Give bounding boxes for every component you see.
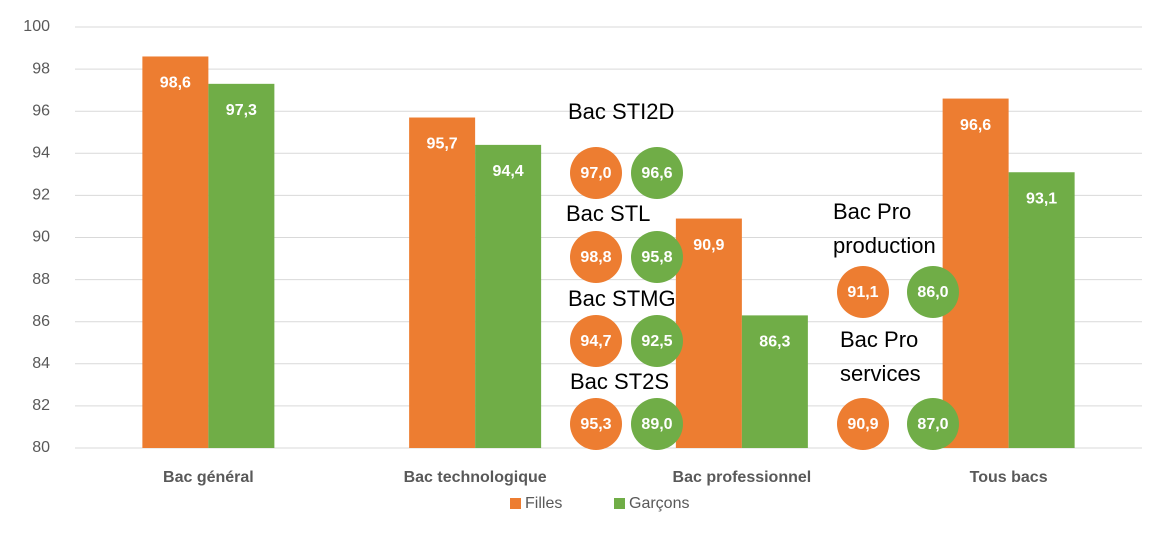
bar [675,218,742,448]
y-tick-label: 94 [32,145,50,162]
annotation-value: 94,7 [580,333,611,350]
legend-label: Garçons [629,495,689,512]
annotation-circle [570,231,622,283]
data-label: 97,3 [226,102,257,119]
y-tick-label: 98 [32,60,50,77]
annotation-label: Bac STI2D [568,99,674,124]
data-label: 94,4 [493,163,524,180]
annotation-value: 95,3 [580,416,611,433]
annotation-circle [907,266,959,318]
annotation-label: Bac Pro [833,199,911,224]
x-tick-label: Tous bacs [970,469,1048,486]
y-tick-label: 80 [32,439,50,456]
annotation-value: 90,9 [847,416,878,433]
annotation-value: 89,0 [641,416,672,433]
annotation-circle [837,266,889,318]
bar [208,83,275,449]
x-tick-label: Bac technologique [404,469,547,486]
annotation-value: 86,0 [917,284,948,301]
y-tick-label: 86 [32,313,50,330]
bar [475,144,542,448]
y-tick-label: 84 [32,355,50,372]
annotation-label: Bac ST2S [570,369,669,394]
annotation-circle [570,398,622,450]
bar [142,56,209,448]
data-label: 93,1 [1026,190,1057,207]
annotation-circle [837,398,889,450]
annotation-circle [631,398,683,450]
data-label: 95,7 [427,136,458,153]
x-tick-label: Bac professionnel [673,469,812,486]
bar [1008,172,1075,448]
annotation-circle [570,315,622,367]
annotation-label: Bac STL [566,201,650,226]
y-tick-label: 96 [32,102,50,119]
annotation-value: 97,0 [580,165,611,182]
y-tick-label: 100 [23,18,50,35]
annotation-value: 91,1 [847,284,878,301]
annotation-circle [631,231,683,283]
legend-swatch [614,498,625,509]
data-label: 86,3 [759,334,790,351]
legend-label: Filles [525,495,562,512]
annotation-circle [907,398,959,450]
annotation-value: 92,5 [641,333,672,350]
y-tick-label: 90 [32,229,50,246]
annotation-circle [570,147,622,199]
y-tick-label: 92 [32,187,50,204]
x-tick-label: Bac général [163,469,254,486]
annotation-circle [631,315,683,367]
annotation-value: 98,8 [580,249,611,266]
y-tick-label: 88 [32,271,50,288]
bar [409,117,476,448]
bar [942,98,1009,448]
annotation-circle [631,147,683,199]
annotation-label: services [840,361,921,386]
data-label: 98,6 [160,75,191,92]
annotation-label: Bac STMG [568,286,676,311]
annotation-label: Bac Pro [840,327,918,352]
data-label: 90,9 [693,237,724,254]
y-tick-label: 82 [32,397,50,414]
bar [741,315,808,448]
annotation-value: 87,0 [917,416,948,433]
annotation-value: 96,6 [641,165,672,182]
annotation-label: production [833,233,936,258]
legend-swatch [510,498,521,509]
data-label: 96,6 [960,117,991,134]
annotation-value: 95,8 [641,249,672,266]
